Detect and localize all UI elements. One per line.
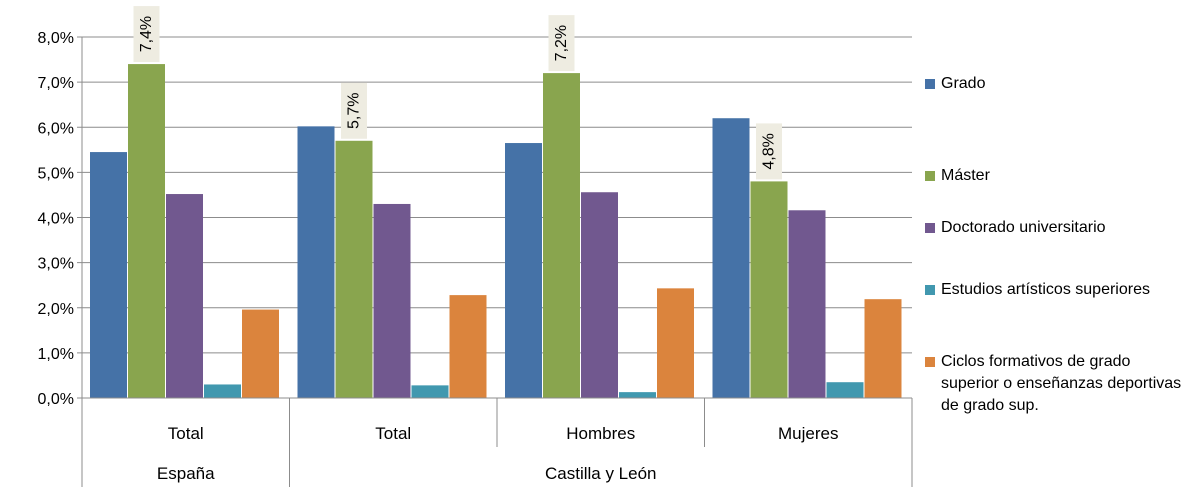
legend-label: Ciclos formativos de grado superior o en… <box>941 353 1182 414</box>
bar <box>788 210 826 398</box>
data-label: 4,8% <box>761 133 778 169</box>
legend-label: Estudios artísticos superiores <box>941 281 1150 298</box>
bar <box>864 299 902 398</box>
data-label: 5,7% <box>346 93 363 129</box>
legend-swatch <box>925 171 935 181</box>
y-tick-label: 3,0% <box>38 256 74 273</box>
legend-swatch <box>925 223 935 233</box>
bar <box>543 73 580 398</box>
data-label: 7,2% <box>553 25 570 61</box>
x-tick-label: Hombres <box>566 424 635 443</box>
bar <box>204 384 241 398</box>
legend-item: Grado <box>925 73 1191 95</box>
legend-swatch <box>925 285 935 295</box>
bar <box>826 382 864 398</box>
bar <box>335 140 373 398</box>
bar <box>657 288 694 398</box>
x-tick-label: Total <box>168 424 204 443</box>
data-label-box <box>548 15 575 72</box>
y-tick-label: 0,0% <box>38 391 74 408</box>
x-tick-label: Mujeres <box>778 424 838 443</box>
data-label: 7,4% <box>138 16 155 52</box>
legend-swatch <box>925 357 935 367</box>
legend-label: Máster <box>941 167 990 184</box>
legend-swatch <box>925 79 935 89</box>
y-tick-label: 7,0% <box>38 75 74 92</box>
bar <box>449 295 487 398</box>
bar <box>166 194 203 398</box>
legend-item: Doctorado universitario <box>925 217 1191 239</box>
y-tick-label: 8,0% <box>38 30 74 47</box>
group-label: España <box>157 464 215 483</box>
legend-item: Máster <box>925 165 1191 187</box>
legend-label: Grado <box>941 75 986 92</box>
data-label-box <box>133 6 160 63</box>
data-label-box <box>756 123 782 180</box>
bar <box>242 309 279 398</box>
y-tick-label: 5,0% <box>38 165 74 182</box>
legend-item: Ciclos formativos de grado superior o en… <box>925 351 1191 417</box>
y-tick-label: 1,0% <box>38 346 74 363</box>
bar <box>373 203 411 398</box>
bar <box>297 126 335 398</box>
bar <box>505 143 542 398</box>
y-tick-label: 6,0% <box>38 120 74 137</box>
bar <box>619 392 656 398</box>
group-label: Castilla y León <box>545 464 657 483</box>
data-label-box <box>341 82 367 139</box>
y-tick-label: 4,0% <box>38 211 74 228</box>
bar <box>581 192 618 398</box>
legend-item: Estudios artísticos superiores <box>925 279 1191 301</box>
bar <box>128 64 165 398</box>
y-tick-label: 2,0% <box>38 301 74 318</box>
legend-label: Doctorado universitario <box>941 219 1106 236</box>
bar <box>411 385 449 398</box>
bar <box>750 181 788 398</box>
x-tick-label: Total <box>375 424 411 443</box>
bar <box>712 118 750 398</box>
bar <box>90 152 127 398</box>
